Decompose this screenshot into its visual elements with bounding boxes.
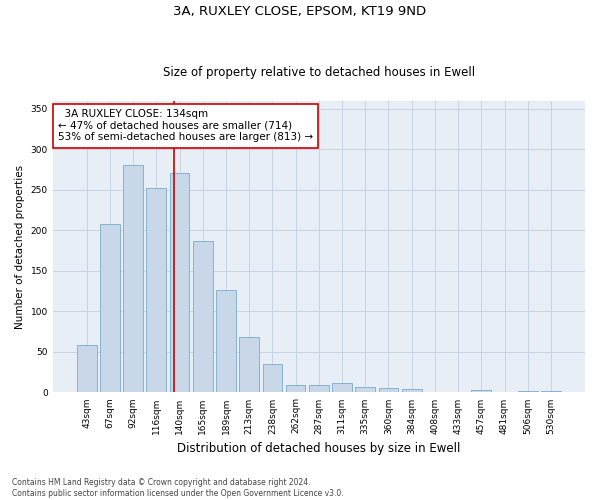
Bar <box>518 391 538 392</box>
X-axis label: Distribution of detached houses by size in Ewell: Distribution of detached houses by size … <box>177 442 461 455</box>
Bar <box>170 174 190 392</box>
Bar <box>100 224 120 392</box>
Bar <box>286 385 305 392</box>
Bar <box>472 390 491 392</box>
Bar <box>541 391 561 392</box>
Bar <box>402 389 422 392</box>
Bar <box>193 241 212 392</box>
Text: 3A RUXLEY CLOSE: 134sqm
← 47% of detached houses are smaller (714)
53% of semi-d: 3A RUXLEY CLOSE: 134sqm ← 47% of detache… <box>58 110 313 142</box>
Bar <box>123 166 143 392</box>
Text: Contains HM Land Registry data © Crown copyright and database right 2024.
Contai: Contains HM Land Registry data © Crown c… <box>12 478 344 498</box>
Bar <box>77 346 97 393</box>
Bar <box>146 188 166 392</box>
Bar <box>355 387 375 392</box>
Bar <box>216 290 236 392</box>
Y-axis label: Number of detached properties: Number of detached properties <box>15 164 25 328</box>
Bar <box>379 388 398 392</box>
Bar <box>332 382 352 392</box>
Bar <box>309 385 329 392</box>
Text: 3A, RUXLEY CLOSE, EPSOM, KT19 9ND: 3A, RUXLEY CLOSE, EPSOM, KT19 9ND <box>173 5 427 18</box>
Title: Size of property relative to detached houses in Ewell: Size of property relative to detached ho… <box>163 66 475 78</box>
Bar <box>263 364 282 392</box>
Bar <box>239 338 259 392</box>
